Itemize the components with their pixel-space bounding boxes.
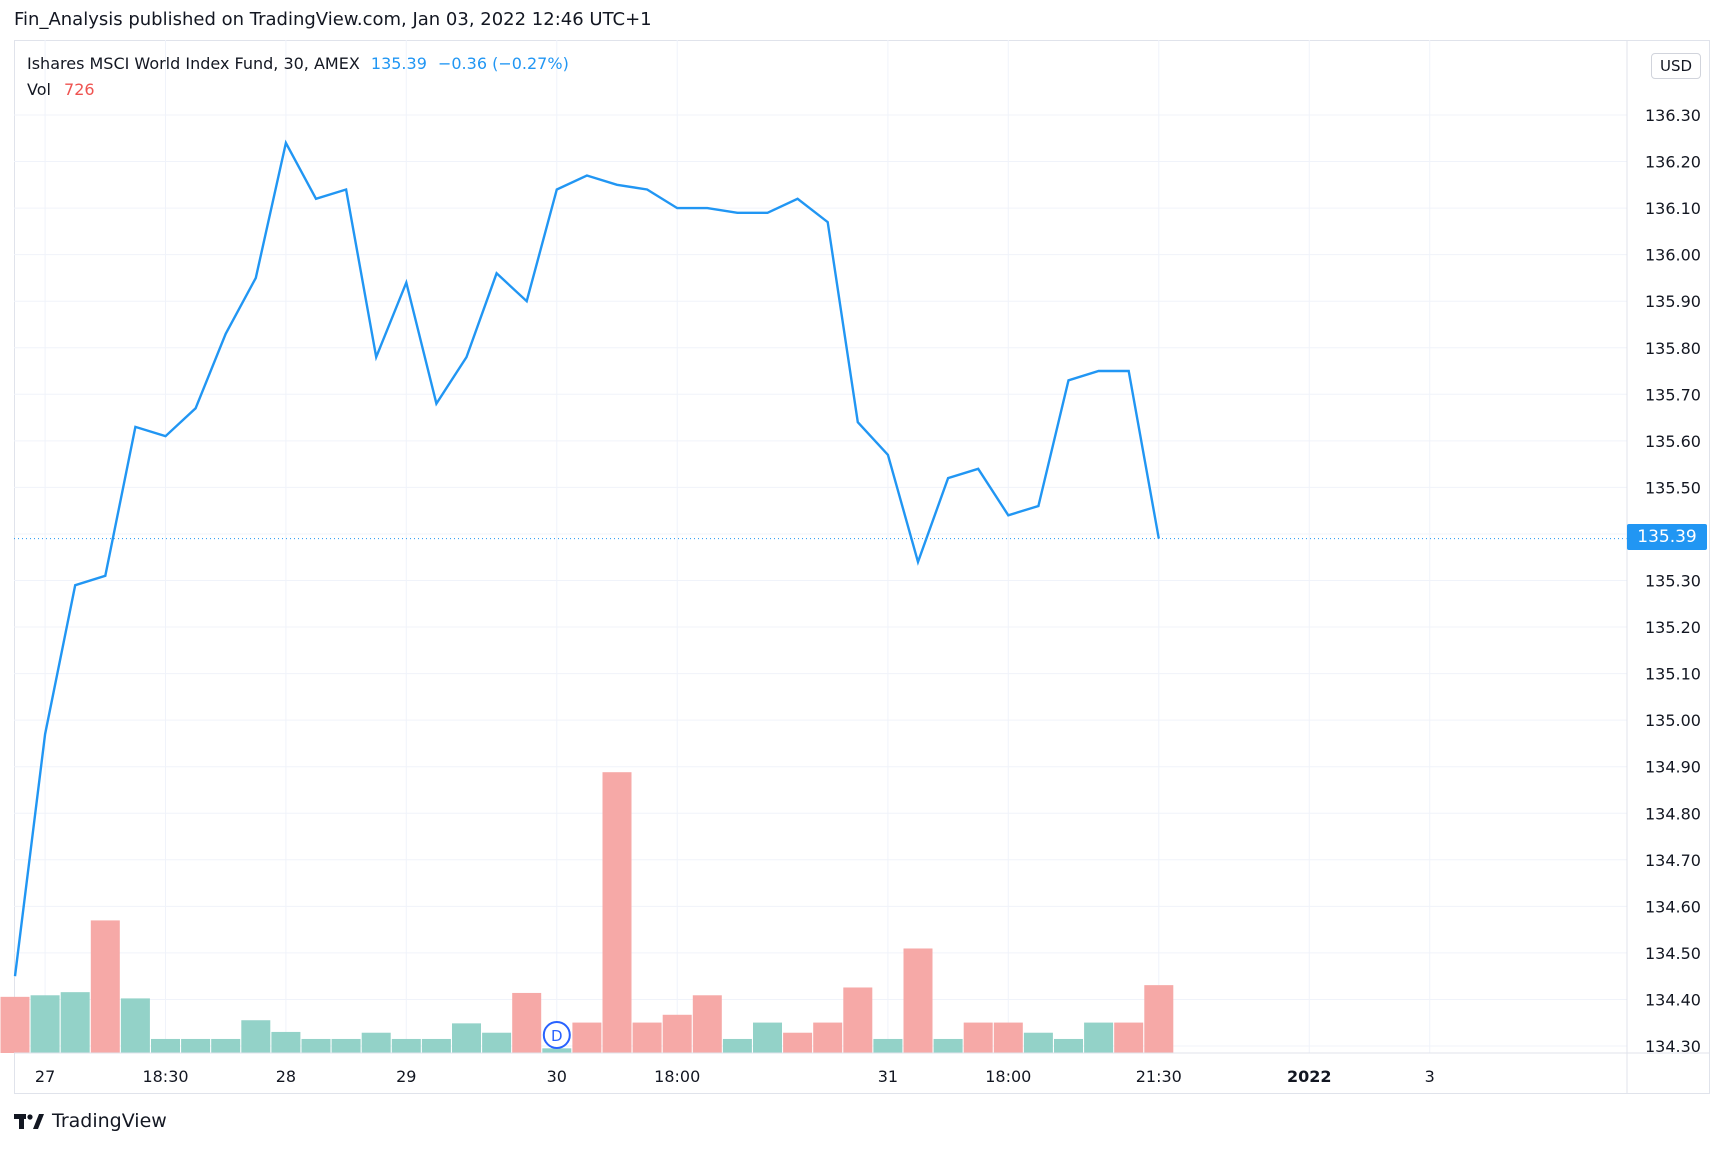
tradingview-logo[interactable]: TradingView (14, 1110, 167, 1132)
volume-bar[interactable] (963, 1022, 993, 1053)
volume-bar[interactable] (60, 992, 90, 1053)
published-caption: Fin_Analysis published on TradingView.co… (14, 9, 652, 30)
price-tick-label: 136.20 (1645, 153, 1701, 172)
volume-bar[interactable] (30, 995, 60, 1053)
volume-bar[interactable] (843, 987, 873, 1053)
last-price-tag: 135.39 (1627, 524, 1707, 550)
volume-bar[interactable] (241, 1020, 271, 1053)
dividend-marker-label: D (551, 1027, 563, 1045)
volume-bar[interactable] (1084, 1022, 1114, 1053)
price-tick-label: 136.10 (1645, 199, 1701, 218)
volume-bar[interactable] (181, 1038, 211, 1053)
time-tick-label: 21:30 (1136, 1067, 1182, 1086)
volume-legend[interactable]: Vol 726 (27, 80, 95, 99)
price-tick-label: 135.80 (1645, 339, 1701, 358)
volume-bar[interactable] (722, 1038, 752, 1053)
time-tick-label: 27 (35, 1067, 55, 1086)
price-tick-label: 135.50 (1645, 478, 1701, 497)
grid-lines (14, 40, 1627, 1053)
volume-bar[interactable] (301, 1038, 331, 1053)
volume-bar[interactable] (1144, 985, 1174, 1053)
volume-bar[interactable] (391, 1038, 421, 1053)
time-tick-label: 29 (396, 1067, 416, 1086)
volume-bar[interactable] (452, 1023, 481, 1053)
volume-bar[interactable] (572, 1022, 602, 1053)
volume-bar[interactable] (753, 1022, 782, 1053)
price-tick-label: 136.30 (1645, 106, 1701, 125)
tradingview-icon (14, 1114, 44, 1129)
volume-value: 726 (64, 80, 95, 99)
volume-bar[interactable] (933, 1038, 963, 1053)
time-tick-label: 30 (547, 1067, 567, 1086)
volume-bar[interactable] (1114, 1022, 1144, 1053)
volume-bar[interactable] (1023, 1032, 1053, 1053)
chart-frame[interactable] (14, 40, 1710, 1094)
price-tick-label: 135.20 (1645, 618, 1701, 637)
time-tick-label: 18:00 (654, 1067, 700, 1086)
volume-bar[interactable] (813, 1022, 843, 1053)
price-tick-label: 135.90 (1645, 292, 1701, 311)
time-tick-label: 18:00 (985, 1067, 1031, 1086)
price-tick-label: 134.90 (1645, 758, 1701, 777)
tradingview-brand: TradingView (52, 1110, 167, 1132)
change-value: −0.36 (−0.27%) (437, 54, 569, 73)
volume-bar[interactable] (873, 1038, 903, 1053)
price-tick-label: 135.70 (1645, 385, 1701, 404)
volume-bar[interactable] (783, 1032, 813, 1053)
symbol-legend[interactable]: Ishares MSCI World Index Fund, 30, AMEX … (27, 54, 569, 73)
price-tick-label: 134.60 (1645, 897, 1701, 916)
volume-bar[interactable] (632, 1022, 662, 1053)
price-series-line[interactable] (13, 139, 1160, 977)
price-tick-label: 134.80 (1645, 804, 1701, 823)
volume-bar[interactable] (1054, 1038, 1083, 1053)
price-tick-label: 134.70 (1645, 851, 1701, 870)
time-axis: 27 18:30 28 29 30 18:00 31 18:00 21:30 2022 3 (35, 1067, 1435, 1086)
volume-bar[interactable] (542, 1048, 572, 1053)
price-tick-label: 135.30 (1645, 572, 1701, 591)
volume-bar[interactable] (271, 1031, 301, 1053)
time-tick-label: 18:30 (142, 1067, 188, 1086)
time-tick-label: 28 (276, 1067, 296, 1086)
currency-button[interactable]: USD (1651, 53, 1701, 79)
volume-bar[interactable] (90, 920, 120, 1053)
volume-bar[interactable] (903, 948, 933, 1053)
volume-bar[interactable] (512, 992, 542, 1053)
price-tick-label: 135.10 (1645, 665, 1701, 684)
volume-bar[interactable] (602, 772, 632, 1053)
price-axis: 134.30 134.40 134.50 134.60 134.70 134.80 134.… (1645, 106, 1701, 1056)
time-tick-label: 2022 (1287, 1067, 1332, 1086)
volume-bar[interactable] (0, 996, 30, 1053)
volume-bar[interactable] (211, 1038, 241, 1053)
volume-bar[interactable] (421, 1038, 451, 1053)
time-tick-label: 3 (1425, 1067, 1435, 1086)
volume-bar[interactable] (692, 995, 722, 1053)
price-tick-label: 134.40 (1645, 990, 1701, 1009)
symbol-name: Ishares MSCI World Index Fund, 30, AMEX (27, 54, 360, 73)
volume-bar[interactable] (120, 998, 150, 1053)
price-tick-label: 134.50 (1645, 944, 1701, 963)
volume-bar[interactable] (993, 1022, 1023, 1053)
price-tick-label: 135.00 (1645, 711, 1701, 730)
volume-bar[interactable] (331, 1038, 361, 1053)
volume-bar[interactable] (662, 1014, 692, 1053)
last-value: 135.39 (370, 54, 427, 73)
dividend-marker[interactable] (542, 1021, 571, 1049)
volume-bar[interactable] (361, 1032, 391, 1053)
price-tick-label: 135.60 (1645, 432, 1701, 451)
price-tick-label: 134.30 (1645, 1037, 1701, 1056)
volume-bar[interactable] (151, 1038, 180, 1053)
volume-bar[interactable] (482, 1032, 512, 1053)
event-markers: D (542, 1021, 571, 1049)
price-tick-label: 136.00 (1645, 246, 1701, 265)
volume-bars (0, 772, 1174, 1053)
volume-label: Vol (27, 80, 51, 99)
time-tick-label: 31 (878, 1067, 898, 1086)
